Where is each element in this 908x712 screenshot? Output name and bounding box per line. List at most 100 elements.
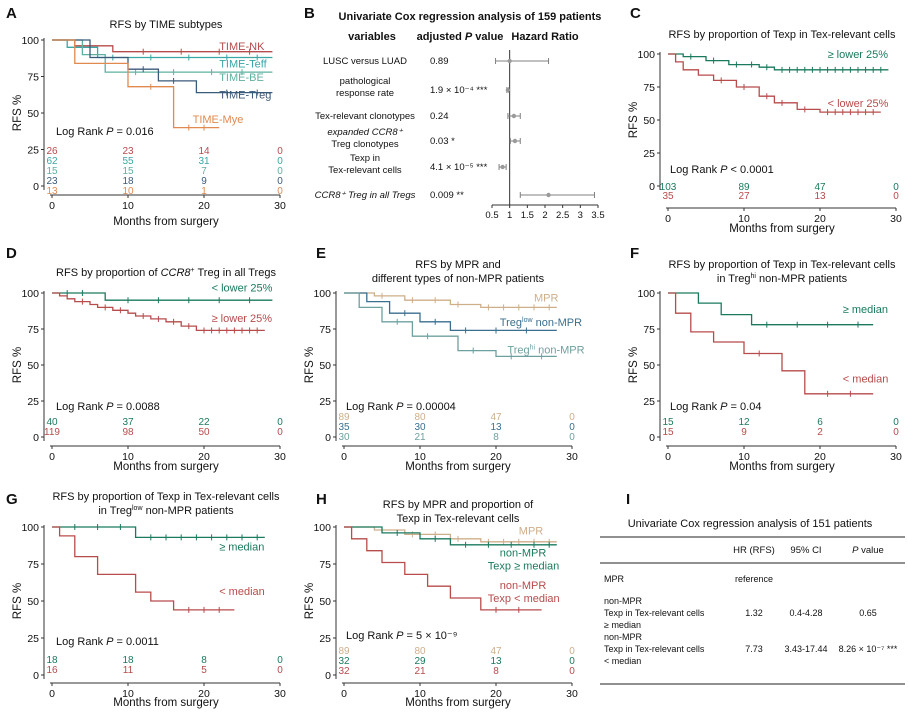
x-tick-label: 20 bbox=[198, 200, 210, 212]
forest-hr-point bbox=[512, 138, 518, 144]
panel-e: E RFS by MPR and different types of non-MP… bbox=[304, 245, 585, 473]
panel-i: I Univariate Cox regression analysis of 1… bbox=[600, 491, 905, 685]
series-line-0 bbox=[344, 526, 557, 543]
forest-hr-point bbox=[507, 58, 512, 64]
forest-row-label: LUSC versus LUAD bbox=[323, 56, 407, 67]
chart-title-line2: in Treglow non-MPR patients bbox=[98, 505, 234, 517]
table-row-label: Texp in Tex-relevant cells bbox=[604, 608, 705, 618]
y-tick-label: 100 bbox=[313, 288, 331, 300]
risk-count: 30 bbox=[414, 422, 426, 433]
title-part: in Treg bbox=[717, 273, 751, 285]
risk-count: 13 bbox=[490, 656, 502, 667]
forest-row-label-line2: Treg clonotypes bbox=[331, 139, 398, 150]
table-row-label: ≥ median bbox=[604, 620, 641, 630]
forest-hr-point bbox=[505, 87, 511, 93]
risk-count: 0 bbox=[569, 646, 575, 657]
table-ci: 0.4-4.28 bbox=[789, 608, 822, 618]
header-italic: P bbox=[465, 31, 473, 43]
y-tick-label: 25 bbox=[319, 633, 331, 645]
log-rank-var: P bbox=[720, 164, 728, 176]
risk-count: 9 bbox=[741, 427, 747, 438]
risk-count: 0 bbox=[569, 656, 575, 667]
series-label: ≥ lower 25% bbox=[828, 49, 889, 61]
log-rank-prefix: Log Rank bbox=[56, 401, 106, 413]
table-row-label: Texp in Tex-relevant cells bbox=[604, 644, 705, 654]
forest-row-label-part: LUSC versus LUAD bbox=[323, 56, 407, 67]
log-rank-var: P bbox=[106, 126, 114, 138]
risk-count: 15 bbox=[662, 427, 674, 438]
y-tick-label: 75 bbox=[643, 82, 655, 94]
risk-count: 0 bbox=[893, 182, 899, 193]
risk-count: 0 bbox=[277, 665, 283, 676]
forest-row-label: expanded CCR8⁺ bbox=[327, 127, 403, 138]
log-rank-value: = 0.0088 bbox=[114, 401, 160, 413]
risk-count: 13 bbox=[490, 422, 502, 433]
risk-count: 21 bbox=[414, 432, 426, 443]
forest-row-label-line2: response rate bbox=[336, 88, 394, 99]
x-tick-label: 20 bbox=[814, 213, 826, 225]
risk-count: 0 bbox=[893, 417, 899, 428]
forest-hr-point bbox=[546, 192, 551, 198]
x-axis-label: Months from surgery bbox=[405, 461, 511, 473]
risk-count: 18 bbox=[122, 176, 134, 187]
x-axis-label: Months from surgery bbox=[729, 461, 835, 473]
y-tick-label: 0 bbox=[325, 432, 331, 444]
y-tick-label: 0 bbox=[649, 181, 655, 193]
table-header-italic: P bbox=[852, 545, 859, 556]
log-rank-var: P bbox=[396, 630, 404, 642]
table-header: 95% CI bbox=[790, 545, 821, 556]
series-label: < median bbox=[843, 373, 889, 385]
risk-count: 0 bbox=[569, 432, 575, 443]
risk-count: 22 bbox=[198, 417, 210, 428]
x-tick-label: 20 bbox=[490, 451, 502, 463]
risk-count: 21 bbox=[414, 666, 426, 677]
risk-count: 6 bbox=[817, 417, 823, 428]
risk-count: 23 bbox=[46, 176, 58, 187]
table-header: P value bbox=[852, 545, 884, 556]
risk-count: 15 bbox=[46, 166, 58, 177]
panel-c: C RFS by proportion of Texp in Tex-releva… bbox=[628, 5, 902, 235]
x-axis-label: Months from surgery bbox=[113, 461, 219, 473]
x-tick-label: 30 bbox=[274, 451, 286, 463]
series-label: TIME-BE bbox=[219, 72, 264, 84]
y-tick-label: 75 bbox=[643, 324, 655, 336]
log-rank-var: P bbox=[396, 401, 404, 413]
header-part: value bbox=[472, 31, 503, 43]
x-tick-label: 0 bbox=[49, 200, 55, 212]
log-rank-value: = 0.00004 bbox=[404, 401, 456, 413]
risk-count: 103 bbox=[660, 182, 677, 193]
series-label-part: Treg bbox=[507, 344, 529, 356]
table-header-part: 95% CI bbox=[790, 545, 821, 556]
title-sup: low bbox=[132, 505, 143, 512]
series-label: TIME-Teff bbox=[219, 59, 267, 71]
y-tick-label: 50 bbox=[643, 115, 655, 127]
forest-row-label-part: CCR8⁺ Treg in all Tregs bbox=[315, 190, 416, 201]
forest-title: Univariate Cox regression analysis of 15… bbox=[339, 11, 602, 23]
x-tick-label: 10 bbox=[414, 688, 426, 700]
forest-p-value: 0.24 bbox=[430, 111, 449, 122]
x-tick-label: 0 bbox=[665, 213, 671, 225]
x-tick-label: 20 bbox=[814, 451, 826, 463]
x-tick-label: 0 bbox=[665, 451, 671, 463]
risk-count: 0 bbox=[569, 422, 575, 433]
x-tick-label: 0 bbox=[341, 688, 347, 700]
log-rank-prefix: Log Rank bbox=[56, 636, 106, 648]
y-tick-label: 50 bbox=[643, 360, 655, 372]
risk-count: 30 bbox=[338, 432, 350, 443]
risk-count: 0 bbox=[893, 427, 899, 438]
y-tick-label: 0 bbox=[325, 670, 331, 682]
header-part: adjusted bbox=[417, 31, 465, 43]
x-axis-label: Months from surgery bbox=[113, 697, 219, 709]
y-tick-label: 75 bbox=[27, 559, 39, 571]
series-label-part: non-MPR bbox=[533, 317, 583, 329]
log-rank-text: Log Rank P = 0.0011 bbox=[56, 636, 159, 648]
risk-count: 89 bbox=[338, 646, 350, 657]
y-tick-label: 100 bbox=[21, 35, 39, 47]
forest-tick-label: 0.5 bbox=[485, 210, 498, 221]
panel-b: B Univariate Cox regression analysis of 1… bbox=[304, 5, 605, 221]
y-tick-label: 75 bbox=[319, 559, 331, 571]
forest-tick-label: 1 bbox=[507, 210, 512, 221]
risk-count: 47 bbox=[814, 182, 826, 193]
series-label: ≥ lower 25% bbox=[212, 313, 273, 325]
